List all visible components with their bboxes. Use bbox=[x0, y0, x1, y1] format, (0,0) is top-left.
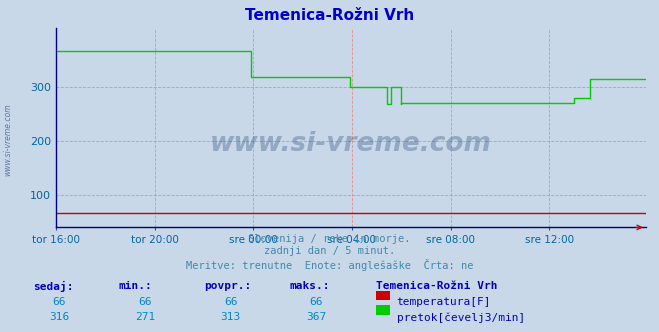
Text: Temenica-Rožni Vrh: Temenica-Rožni Vrh bbox=[245, 8, 414, 23]
Text: www.si-vreme.com: www.si-vreme.com bbox=[3, 103, 13, 176]
Text: Meritve: trenutne  Enote: anglešaške  Črta: ne: Meritve: trenutne Enote: anglešaške Črta… bbox=[186, 259, 473, 271]
Text: maks.:: maks.: bbox=[290, 281, 330, 290]
Text: Slovenija / reke in morje.: Slovenija / reke in morje. bbox=[248, 234, 411, 244]
Text: Temenica-Rožni Vrh: Temenica-Rožni Vrh bbox=[376, 281, 497, 290]
Text: pretok[čevelj3/min]: pretok[čevelj3/min] bbox=[397, 312, 525, 323]
Text: sedaj:: sedaj: bbox=[33, 281, 73, 291]
Text: povpr.:: povpr.: bbox=[204, 281, 252, 290]
Text: 66: 66 bbox=[224, 297, 237, 307]
Text: 313: 313 bbox=[221, 312, 241, 322]
Text: 271: 271 bbox=[135, 312, 155, 322]
Text: 66: 66 bbox=[138, 297, 152, 307]
Text: zadnji dan / 5 minut.: zadnji dan / 5 minut. bbox=[264, 246, 395, 256]
Text: 367: 367 bbox=[306, 312, 326, 322]
Text: 66: 66 bbox=[310, 297, 323, 307]
Text: 316: 316 bbox=[49, 312, 69, 322]
Text: temperatura[F]: temperatura[F] bbox=[397, 297, 491, 307]
Text: www.si-vreme.com: www.si-vreme.com bbox=[210, 131, 492, 157]
Text: min.:: min.: bbox=[119, 281, 152, 290]
Text: 66: 66 bbox=[53, 297, 66, 307]
